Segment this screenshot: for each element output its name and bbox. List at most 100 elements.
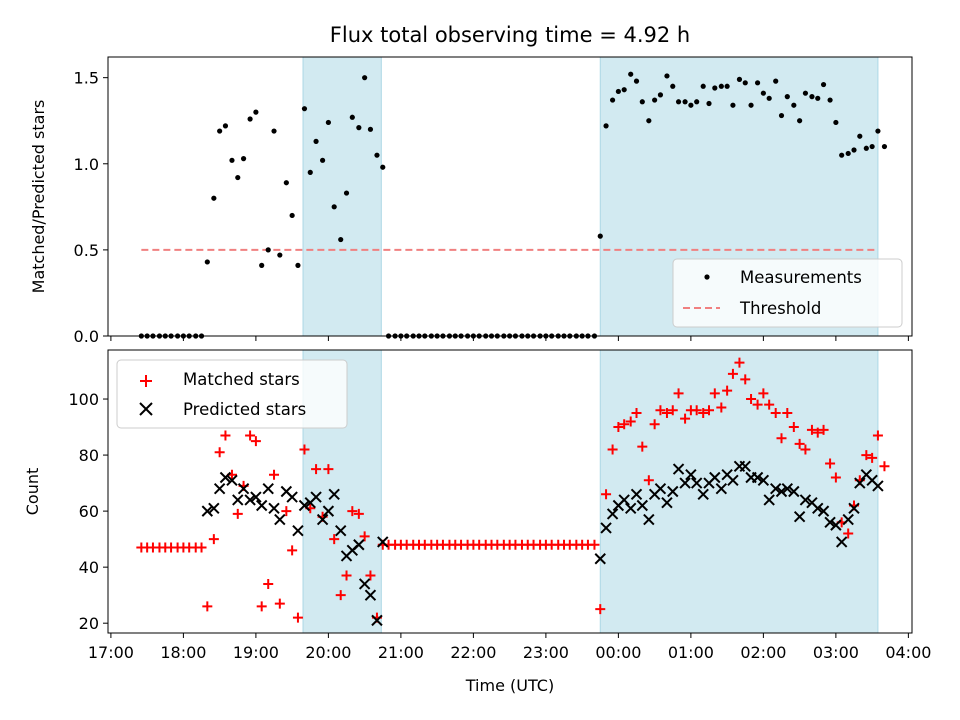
matched-star-point [782, 408, 793, 419]
matched-star-point [269, 469, 280, 480]
matched-star-point [830, 472, 841, 483]
measurement-point [791, 102, 797, 108]
measurement-point [603, 123, 609, 129]
predicted-star-point [739, 460, 751, 472]
predicted-star-point [600, 522, 612, 534]
matched-star-points [136, 357, 890, 623]
matched-star-point [341, 570, 352, 581]
matched-star-point [776, 433, 787, 444]
measurement-point [597, 233, 603, 239]
predicted-star-point [667, 485, 679, 498]
predicted-star-point [250, 491, 262, 503]
measurement-point [271, 128, 277, 134]
predicted-star-point [715, 482, 728, 495]
measurement-point [211, 195, 217, 201]
x-tick-label: 22:00 [450, 643, 496, 662]
predicted-star-point [255, 499, 268, 512]
predicted-star-point [842, 513, 854, 526]
matched-star-point [601, 489, 612, 500]
measurement-point [349, 114, 355, 120]
matched-star-point [673, 388, 684, 399]
measurement-point [319, 157, 326, 163]
matched-star-point [637, 441, 648, 452]
bot-y-tick-label: 40 [79, 558, 99, 577]
predicted-star-point [763, 494, 775, 506]
x-tick-label: 04:00 [885, 643, 931, 662]
matched-star-point [208, 534, 219, 545]
predicted-star-point [219, 471, 232, 484]
measurement-point [820, 81, 827, 88]
predicted-star-point [618, 494, 630, 506]
measurement-point [301, 106, 308, 112]
measurement-point [688, 102, 694, 108]
matched-star-point [680, 413, 691, 424]
matched-star-point [631, 408, 642, 419]
measurement-point [289, 212, 295, 219]
matched-star-point [867, 452, 878, 463]
predicted-star-point [824, 516, 836, 529]
matched-star-point [595, 604, 606, 615]
measurement-point [778, 112, 785, 119]
predicted-star-point [817, 505, 830, 517]
measurement-point [229, 157, 235, 163]
measurement-point [652, 97, 658, 103]
measurement-point [682, 99, 688, 105]
measurement-point [869, 143, 875, 150]
matched-star-point [347, 506, 358, 517]
matched-star-point [661, 408, 672, 419]
predicted-star-points [201, 460, 884, 627]
matched-stars-legend-marker [140, 375, 152, 387]
matched-star-point [196, 542, 207, 553]
predicted-star-point [835, 536, 848, 548]
x-tick-label: 20:00 [305, 643, 351, 662]
measurement-point [784, 94, 790, 100]
predicted-star-point [298, 499, 311, 512]
x-axis-label: Time (UTC) [465, 676, 554, 695]
predicted-star-point [672, 463, 685, 475]
predicted-star-point [643, 513, 655, 526]
measurement-point [367, 126, 374, 132]
measurement-point [646, 118, 652, 124]
measurement-point [277, 252, 283, 258]
matched-star-point [232, 508, 243, 519]
counts-y-ticks: 20 40 60 80 100 [68, 390, 108, 633]
bot-y-tick-label: 60 [79, 502, 99, 521]
matched-stars-legend-label: Matched stars [183, 370, 300, 389]
matched-star-point [353, 508, 364, 519]
measurement-point [718, 83, 724, 89]
measurement-point [736, 76, 743, 82]
predicted-star-point [310, 491, 322, 503]
measurement-point [809, 94, 815, 100]
measurement-point [247, 116, 253, 122]
matched-star-point [861, 450, 872, 461]
bot-y-tick-label: 20 [79, 614, 99, 633]
measurement-point [839, 152, 845, 158]
measurement-point [694, 99, 700, 105]
predicted-star-point [237, 482, 250, 495]
predicted-star-point [377, 536, 389, 548]
measurement-point [325, 119, 331, 126]
matched-star-point [734, 357, 745, 368]
predicted-star-point [630, 488, 643, 501]
predicted-star-point [226, 474, 238, 486]
matched-star-point [619, 419, 630, 430]
x-tick-label: 21:00 [378, 643, 424, 662]
matched-star-point [716, 402, 727, 413]
matched-star-point [329, 534, 340, 545]
matched-star-point [323, 464, 334, 475]
x-tick-label: 00:00 [595, 643, 641, 662]
top-observing-window-1 [302, 56, 382, 337]
matched-star-point [220, 430, 231, 441]
matched-star-point [667, 405, 678, 416]
measurement-point [881, 143, 888, 150]
measurement-point [675, 99, 682, 105]
top-y-tick-label: 1.0 [74, 155, 99, 174]
predicted-star-point [769, 482, 782, 495]
x-tick-label: 23:00 [523, 643, 569, 662]
matched-star-point [250, 436, 261, 447]
measurement-point [362, 75, 368, 81]
matched-star-point [245, 430, 256, 441]
matched-star-point [722, 385, 733, 396]
measurement-point [730, 102, 736, 108]
predicted-star-point [709, 471, 721, 484]
